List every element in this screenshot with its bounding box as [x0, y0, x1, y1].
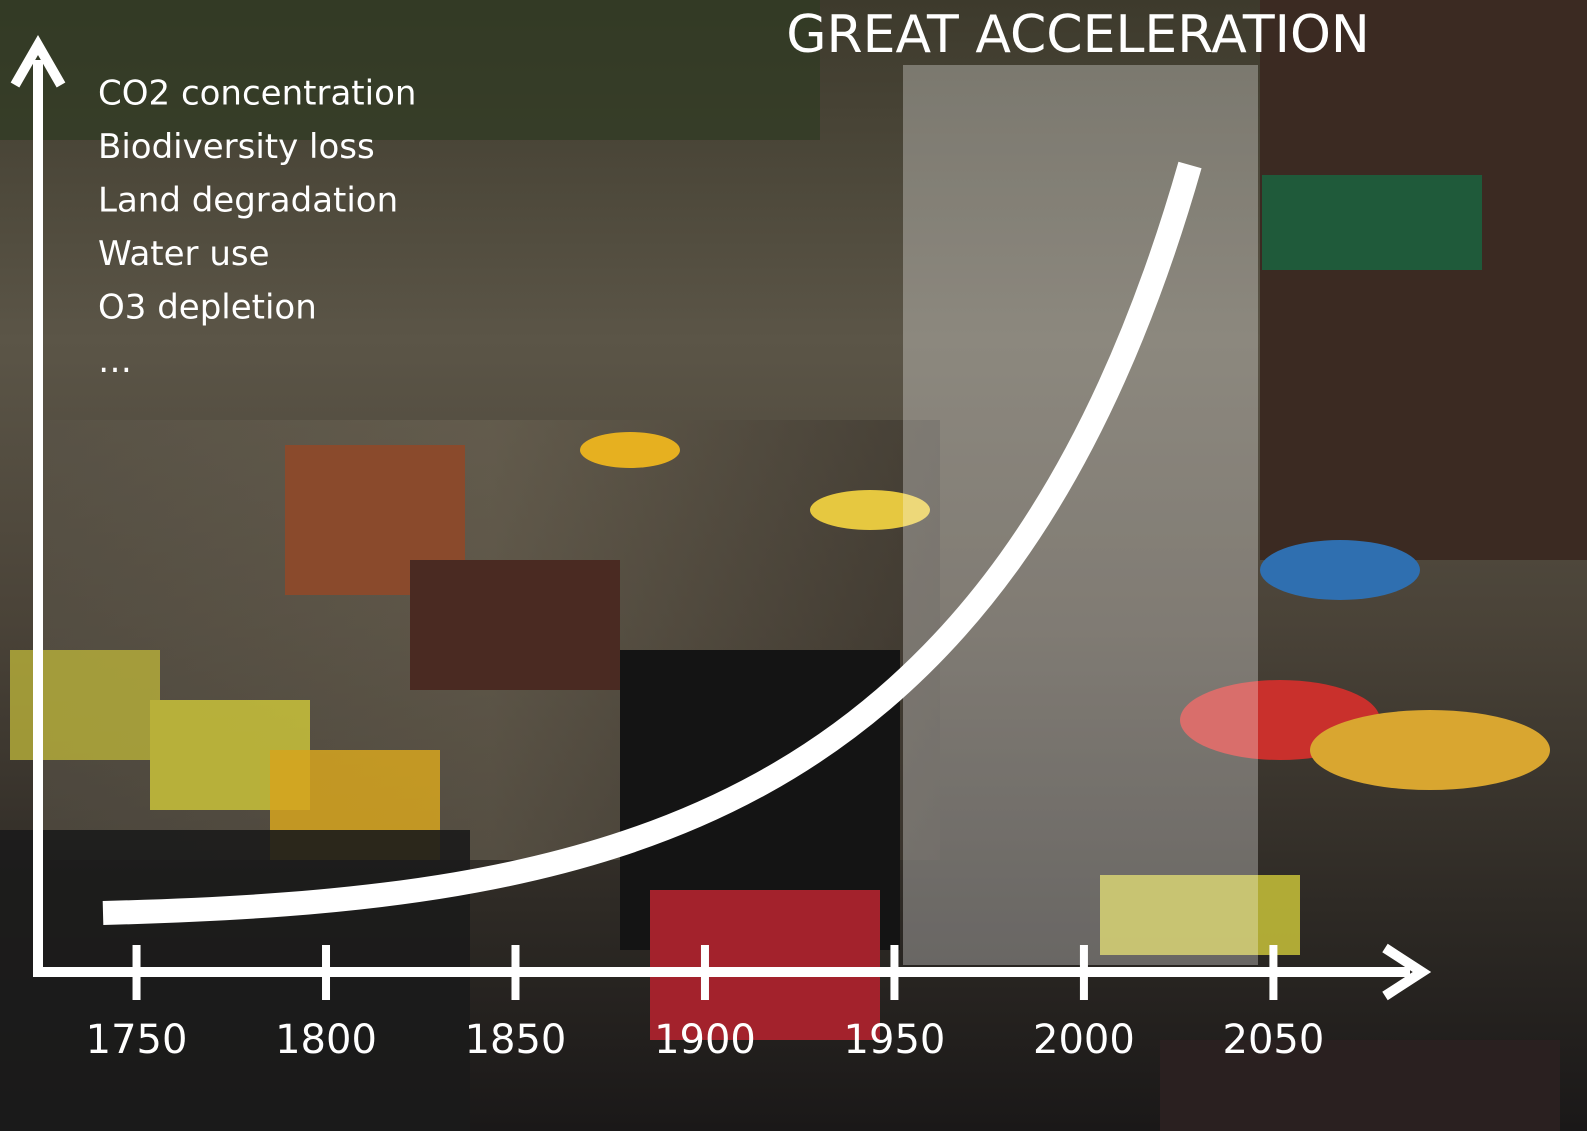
page: GREAT ACCELERATION CO2 concentration Biod… — [0, 0, 1587, 1131]
x-tick-label: 1900 — [654, 1017, 756, 1063]
y-label: Water use — [98, 234, 270, 274]
taxi — [10, 650, 160, 760]
chart-title: GREAT ACCELERATION — [786, 5, 1370, 65]
foreground-vehicle — [0, 830, 470, 1131]
y-label: … — [98, 341, 132, 381]
building — [1260, 0, 1587, 560]
umbrella — [1260, 540, 1420, 600]
trees — [0, 0, 820, 140]
highlight-band — [903, 65, 1258, 965]
foreground-vehicle — [1160, 1040, 1560, 1131]
y-label: O3 depletion — [98, 288, 317, 328]
y-label: CO2 concentration — [98, 74, 416, 114]
truck — [410, 560, 620, 690]
x-tick-label: 2050 — [1223, 1017, 1325, 1063]
umbrella — [1310, 710, 1550, 790]
x-tick-label: 1750 — [86, 1017, 188, 1063]
y-label: Biodiversity loss — [98, 127, 375, 167]
x-tick-label: 2000 — [1033, 1017, 1135, 1063]
umbrella — [580, 432, 680, 468]
y-label: Land degradation — [98, 181, 398, 221]
chart: GREAT ACCELERATION CO2 concentration Biod… — [0, 0, 1587, 1131]
awning — [1262, 175, 1482, 270]
x-tick-label: 1800 — [275, 1017, 377, 1063]
x-tick-label: 1850 — [465, 1017, 567, 1063]
x-tick-label: 1950 — [844, 1017, 946, 1063]
